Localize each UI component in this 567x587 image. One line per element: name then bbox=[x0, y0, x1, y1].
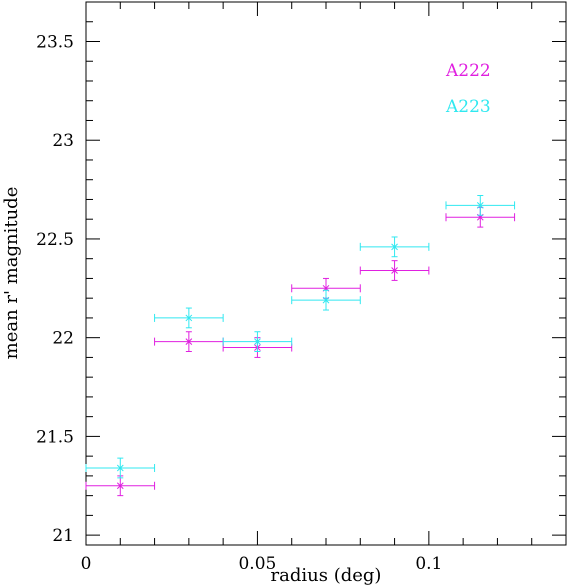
x-tick-label: 0 bbox=[81, 554, 92, 574]
x-marker bbox=[391, 243, 398, 251]
data-point bbox=[359, 236, 430, 258]
y-tick-label: 21.5 bbox=[36, 427, 74, 447]
data-point bbox=[85, 457, 156, 479]
x-marker bbox=[185, 314, 193, 322]
x-marker bbox=[476, 202, 484, 209]
x-marker bbox=[185, 338, 193, 345]
data-point bbox=[154, 307, 224, 329]
data-point bbox=[291, 289, 361, 311]
data-point bbox=[359, 260, 430, 281]
series-a223 bbox=[85, 195, 516, 479]
data-point bbox=[222, 331, 293, 352]
x-marker bbox=[254, 338, 261, 345]
y-tick-label: 22 bbox=[52, 329, 74, 349]
series-layer bbox=[85, 195, 516, 497]
x-marker bbox=[116, 464, 124, 472]
series-a222 bbox=[85, 206, 516, 497]
y-axis-label: mean r' magnitude bbox=[1, 187, 22, 360]
y-tick-label: 22.5 bbox=[36, 230, 74, 250]
data-point bbox=[85, 475, 156, 497]
plot-frame bbox=[85, 1, 567, 546]
legend-label-a222: A222 bbox=[445, 61, 491, 81]
x-marker bbox=[116, 482, 124, 490]
legend-label-a223: A223 bbox=[445, 97, 491, 117]
y-tick-label: 23 bbox=[52, 131, 74, 151]
data-point bbox=[445, 195, 516, 216]
tick-labels: 0 0.05 0.1 21 21.5 22 22.5 23 23.5 bbox=[36, 32, 442, 574]
axis-ticks bbox=[85, 1, 567, 545]
x-tick-label: 0.1 bbox=[415, 554, 442, 574]
x-tick-label: 0.05 bbox=[238, 554, 276, 574]
x-axis-label: radius (deg) bbox=[271, 565, 382, 586]
x-marker bbox=[322, 296, 330, 304]
y-tick-label: 21 bbox=[52, 526, 74, 546]
legend: A222 A223 bbox=[445, 61, 491, 117]
x-marker bbox=[391, 267, 398, 274]
y-tick-label: 23.5 bbox=[36, 32, 74, 52]
data-point bbox=[154, 331, 224, 352]
